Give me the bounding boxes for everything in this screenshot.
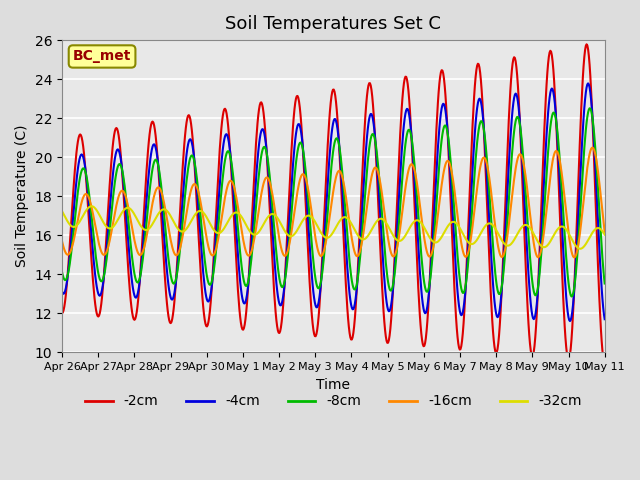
-8cm bbox=[124, 211, 132, 217]
-4cm bbox=[566, 318, 574, 324]
Line: -16cm: -16cm bbox=[62, 147, 605, 257]
-2cm bbox=[207, 289, 215, 295]
-8cm bbox=[568, 294, 575, 300]
-4cm bbox=[415, 256, 423, 262]
-4cm bbox=[179, 193, 187, 199]
-2cm bbox=[124, 258, 132, 264]
-4cm bbox=[399, 130, 407, 135]
-32cm bbox=[601, 232, 609, 238]
Line: -8cm: -8cm bbox=[62, 108, 605, 297]
Line: -32cm: -32cm bbox=[62, 206, 605, 249]
-16cm bbox=[571, 254, 579, 260]
-2cm bbox=[415, 299, 423, 305]
-4cm bbox=[68, 230, 76, 236]
Line: -2cm: -2cm bbox=[62, 44, 605, 363]
-32cm bbox=[58, 208, 66, 214]
-32cm bbox=[577, 246, 584, 252]
-32cm bbox=[68, 224, 76, 229]
-8cm bbox=[415, 223, 423, 228]
-4cm bbox=[207, 286, 215, 291]
-16cm bbox=[179, 232, 187, 238]
-32cm bbox=[180, 228, 188, 234]
-32cm bbox=[125, 205, 132, 211]
-16cm bbox=[58, 239, 66, 244]
Text: BC_met: BC_met bbox=[73, 49, 131, 63]
-16cm bbox=[68, 245, 76, 251]
Y-axis label: Soil Temperature (C): Soil Temperature (C) bbox=[15, 125, 29, 267]
Line: -4cm: -4cm bbox=[62, 84, 605, 321]
-4cm bbox=[124, 231, 132, 237]
-2cm bbox=[399, 87, 407, 93]
-32cm bbox=[400, 235, 408, 240]
-4cm bbox=[584, 81, 592, 86]
-16cm bbox=[601, 229, 609, 235]
-8cm bbox=[399, 164, 407, 169]
-8cm bbox=[586, 106, 593, 111]
-32cm bbox=[209, 225, 216, 230]
-2cm bbox=[601, 360, 609, 366]
-8cm bbox=[207, 279, 215, 285]
-16cm bbox=[399, 202, 407, 208]
-4cm bbox=[601, 316, 609, 322]
Title: Soil Temperatures Set C: Soil Temperatures Set C bbox=[225, 15, 442, 33]
-8cm bbox=[601, 281, 609, 287]
-8cm bbox=[179, 217, 187, 223]
-4cm bbox=[58, 288, 66, 294]
-2cm bbox=[68, 210, 76, 216]
-2cm bbox=[179, 163, 187, 168]
-16cm bbox=[124, 202, 132, 207]
-2cm bbox=[583, 41, 591, 47]
-2cm bbox=[58, 311, 66, 316]
Legend: -2cm, -4cm, -8cm, -16cm, -32cm: -2cm, -4cm, -8cm, -16cm, -32cm bbox=[79, 389, 588, 414]
-32cm bbox=[88, 204, 95, 209]
-16cm bbox=[415, 195, 423, 201]
-8cm bbox=[58, 269, 66, 275]
X-axis label: Time: Time bbox=[316, 377, 350, 392]
-32cm bbox=[416, 218, 424, 224]
-16cm bbox=[589, 144, 596, 150]
-8cm bbox=[68, 244, 76, 250]
-16cm bbox=[207, 252, 215, 258]
